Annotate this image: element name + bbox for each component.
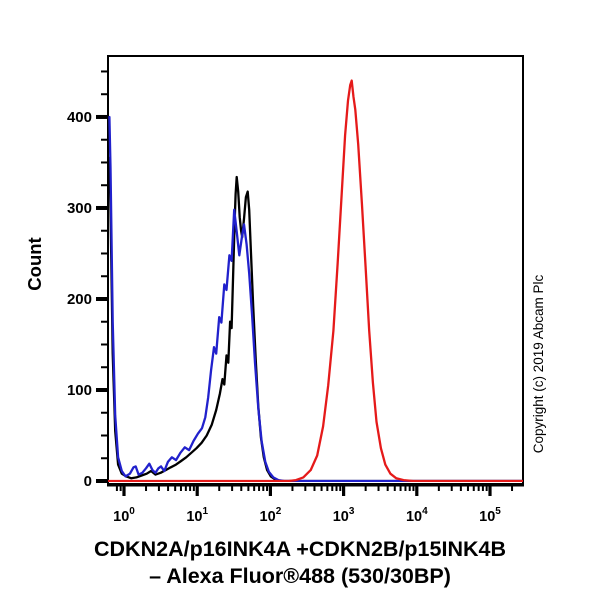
x-axis-tick-label: 100 xyxy=(113,506,135,525)
x-axis-tick-label: 102 xyxy=(260,506,282,525)
x-axis-tick-label: 104 xyxy=(406,506,428,525)
x-axis-tick-label: 101 xyxy=(186,506,208,525)
y-axis-tick-label: 200 xyxy=(67,291,92,308)
histogram-blue-curve xyxy=(108,115,523,482)
y-axis-tick-label: 400 xyxy=(67,109,92,126)
histogram-black-curve xyxy=(108,156,523,482)
y-axis-tick-label: 100 xyxy=(67,382,92,399)
x-axis-tick-label: 105 xyxy=(479,506,501,525)
axes-group: 0 100 200 300 400 100 101 102 103 104 105 xyxy=(67,55,524,525)
curves-group xyxy=(108,79,523,482)
x-axis-tick-label: 103 xyxy=(333,506,355,525)
chart-title-line2: – Alexa Fluor®488 (530/30BP) xyxy=(149,564,451,588)
copyright-text: Copyright (c) 2019 Abcam Plc xyxy=(531,274,546,453)
y-axis-tick-label: 0 xyxy=(84,473,92,490)
y-axis-tick-label: 300 xyxy=(67,200,92,217)
plot-frame xyxy=(107,55,524,485)
chart-title-line1: CDKN2A/p16INK4A +CDKN2B/p15INK4B xyxy=(94,537,506,561)
y-axis-title: Count xyxy=(24,237,45,290)
histogram-red-curve xyxy=(108,79,523,482)
